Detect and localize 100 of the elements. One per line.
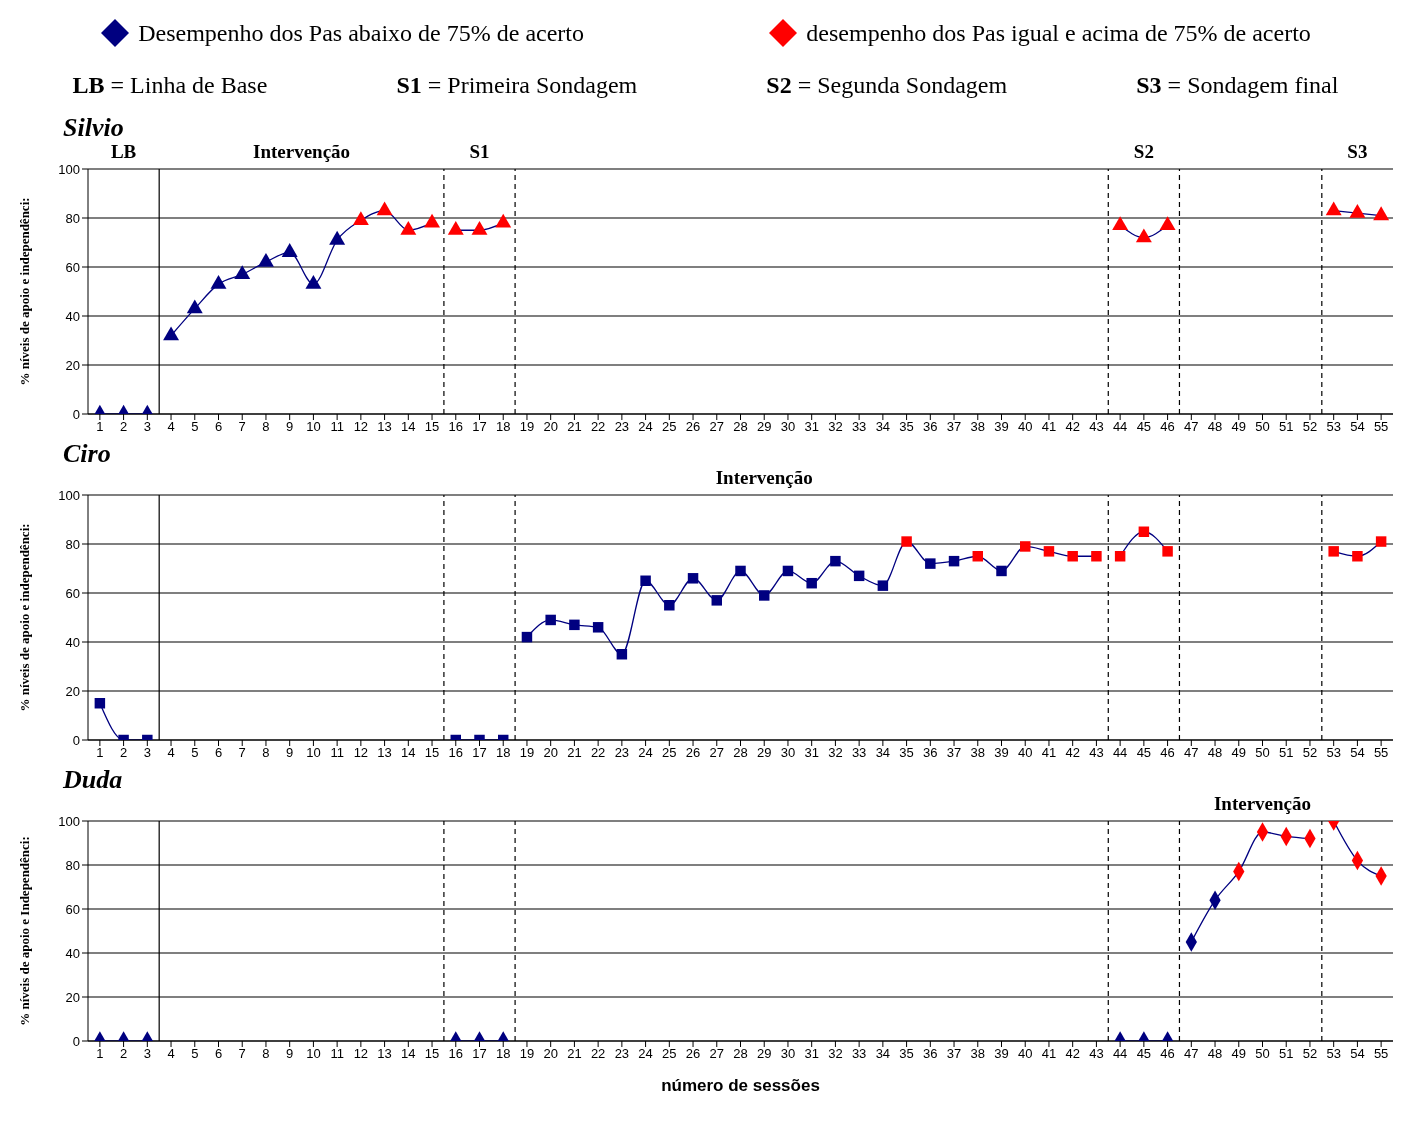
x-tick-label: 26 — [685, 419, 701, 435]
x-tick-label: 9 — [286, 745, 294, 761]
x-tick-label: 40 — [1017, 745, 1033, 761]
x-tick-label: 41 — [1041, 419, 1057, 435]
x-tick-label: 3 — [143, 745, 151, 761]
x-tick-label: 21 — [567, 419, 582, 435]
point — [1112, 216, 1129, 230]
x-tick-label: 23 — [614, 419, 630, 435]
y-tick-label: 100 — [58, 161, 80, 177]
x-tick-label: 33 — [851, 419, 867, 435]
x-tick-label: 3 — [143, 419, 151, 435]
y-tick-label: 60 — [65, 585, 80, 601]
x-tick-label: 35 — [899, 745, 914, 761]
x-tick-label: 13 — [377, 419, 392, 435]
x-tick-label: 36 — [923, 745, 938, 761]
point — [1114, 551, 1126, 562]
x-tick-label: 13 — [377, 1046, 392, 1062]
point — [1138, 526, 1150, 537]
x-tick-label: 8 — [262, 745, 270, 761]
point — [186, 299, 203, 314]
point — [711, 595, 723, 606]
x-tick-label: 1 — [96, 745, 104, 761]
x-tick-label: 25 — [662, 419, 677, 435]
x-tick-label: 44 — [1112, 745, 1128, 761]
x-tick-label: 46 — [1160, 745, 1175, 761]
x-tick-label: 14 — [401, 745, 416, 761]
y-tick-label: 0 — [72, 732, 80, 748]
x-tick-label: 17 — [472, 419, 487, 435]
point — [853, 570, 865, 582]
x-tick-label: 21 — [567, 745, 582, 761]
x-tick-label: 32 — [828, 745, 843, 761]
point — [1019, 541, 1031, 552]
x-tick-label: 22 — [590, 1046, 606, 1062]
x-tick-label: 47 — [1184, 1046, 1199, 1062]
x-tick-label: 31 — [804, 1046, 819, 1062]
text: S3 — [1347, 141, 1368, 163]
x-tick-label: 35 — [899, 1046, 914, 1062]
y-axis-title: % níveis de apoio e independênci: — [16, 197, 32, 386]
x-tick-label: 5 — [191, 419, 199, 435]
x-tick-label: 14 — [401, 1046, 416, 1062]
x-tick-label: 55 — [1373, 1046, 1389, 1062]
x-tick-label: 3 — [143, 1046, 151, 1062]
x-tick-label: 36 — [923, 419, 938, 435]
y-tick-label: 40 — [65, 634, 80, 650]
x-tick-label: 10 — [306, 745, 321, 761]
x-tick-label: 9 — [286, 419, 294, 435]
x-tick-label: 33 — [851, 745, 867, 761]
x-tick-label: 42 — [1065, 745, 1080, 761]
x-tick-label: 32 — [828, 419, 843, 435]
point — [400, 221, 417, 235]
x-tick-label: 40 — [1017, 419, 1033, 435]
x-tick-label: 18 — [495, 745, 511, 761]
x-tick-label: 50 — [1255, 419, 1270, 435]
x-tick-label: 25 — [662, 745, 677, 761]
x-tick-label: 53 — [1326, 1046, 1341, 1062]
y-tick-label: 40 — [65, 308, 80, 324]
x-tick-label: 12 — [353, 1046, 369, 1062]
point — [616, 649, 628, 660]
point — [806, 577, 817, 589]
point — [569, 619, 580, 631]
x-tick-label: 44 — [1112, 1046, 1128, 1062]
x-tick-label: 42 — [1065, 419, 1080, 435]
x-tick-label: 40 — [1017, 1046, 1033, 1062]
x-tick-label: 39 — [994, 745, 1009, 761]
y-tick-label: 0 — [72, 406, 80, 422]
x-tick-label: 50 — [1255, 1046, 1270, 1062]
x-tick-label: 2 — [119, 745, 128, 761]
x-tick-label: 34 — [875, 745, 891, 761]
x-tick-label: 51 — [1278, 745, 1294, 761]
x-tick-label: 49 — [1231, 1046, 1247, 1062]
x-tick-label: 29 — [756, 745, 772, 761]
point — [521, 631, 533, 643]
x-tick-label: 16 — [448, 1046, 464, 1062]
point — [329, 230, 346, 245]
x-tick-label: 28 — [733, 1046, 748, 1062]
point — [1325, 201, 1342, 216]
x-tick-label: 38 — [970, 745, 986, 761]
x-tick-label: 41 — [1041, 1046, 1057, 1062]
x-tick-label: 53 — [1326, 419, 1341, 435]
x-tick-label: 24 — [638, 745, 653, 761]
x-tick-label: 43 — [1089, 745, 1104, 761]
point — [305, 274, 322, 289]
x-tick-label: 38 — [970, 1046, 986, 1062]
x-tick-label: 10 — [306, 419, 321, 435]
x-tick-label: 5 — [191, 1046, 199, 1062]
y-axis-title: % níveis de apoio e independênci: — [16, 523, 32, 712]
point — [471, 221, 488, 235]
x-tick-label: 7 — [238, 419, 246, 435]
point — [687, 573, 699, 584]
x-tick-label: 34 — [875, 419, 891, 435]
point — [234, 265, 251, 279]
x-tick-label: 55 — [1373, 745, 1389, 761]
text: S2 — [1133, 141, 1154, 163]
x-tick-label: 17 — [472, 745, 487, 761]
x-tick-label: 49 — [1231, 745, 1247, 761]
chart-title: Duda — [62, 765, 124, 794]
point — [424, 213, 441, 228]
legend-label: Desempenho dos Pas abaixo de 75% de acerto — [138, 19, 585, 47]
x-tick-label: 20 — [543, 419, 558, 435]
y-tick-label: 60 — [65, 901, 80, 917]
